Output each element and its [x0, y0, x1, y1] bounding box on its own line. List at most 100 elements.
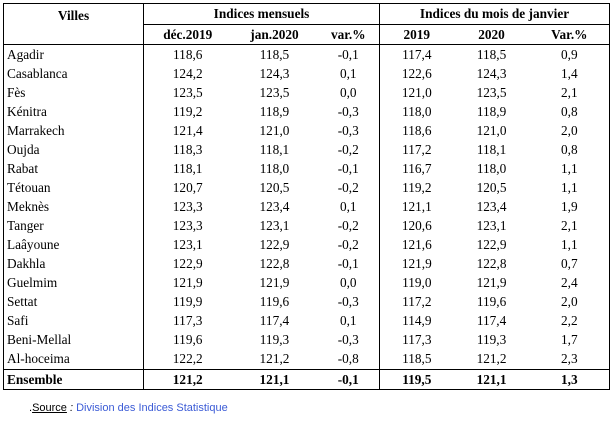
value-cell: 118,1 — [173, 161, 203, 176]
value-cell: 122,9 — [476, 237, 507, 252]
table-row: Guelmim 121,9 121,9 0,0 119,0 121,9 2,4 — [3, 273, 610, 292]
city-name: Fès — [3, 83, 144, 102]
total-value-cell: 121,1 — [231, 369, 318, 390]
value-cell: 123,5 — [259, 85, 290, 100]
table-row: Marrakech 121,4 121,0 -0,3 118,6 121,0 2,0 — [3, 121, 610, 140]
value-cell: 117,4 — [476, 313, 507, 328]
total-label: Ensemble — [3, 369, 144, 390]
value-cell: 121,9 — [401, 256, 432, 271]
table-row: Tétouan 120,7 120,5 -0,2 119,2 120,5 1,1 — [3, 178, 610, 197]
value-cell: 117,2 — [402, 294, 432, 309]
table-row: Fès 123,5 123,5 0,0 121,0 123,5 2,1 — [3, 83, 610, 102]
city-name: Marrakech — [3, 121, 144, 140]
value-cell: 0,7 — [560, 256, 578, 271]
value-cell: 2,0 — [560, 294, 578, 309]
value-cell: 124,3 — [259, 66, 290, 81]
column-header: déc.2019 — [143, 24, 232, 45]
value-cell: -0,2 — [317, 216, 381, 235]
table-row: Agadir 118,6 118,5 -0,1 117,4 118,5 0,9 — [3, 44, 610, 64]
column-header: 2020 — [453, 24, 530, 45]
value-cell: 118,6 — [402, 123, 432, 138]
header-row-groups: Villes Indices mensuels Indices du mois … — [3, 3, 610, 45]
value-cell: -0,8 — [317, 349, 381, 370]
table-row: Meknès 123,3 123,4 0,1 121,1 123,4 1,9 — [3, 197, 610, 216]
value-cell: -0,3 — [317, 292, 381, 311]
value-cell: 121,6 — [401, 237, 432, 252]
table-row: Kénitra 119,2 118,9 -0,3 118,0 118,9 0,8 — [3, 102, 610, 121]
city-name: Tanger — [3, 216, 144, 235]
source-note: .Source : Division des Indices Statistiq… — [29, 402, 228, 414]
value-cell: 121,2 — [476, 351, 507, 366]
value-cell: 120,5 — [259, 180, 290, 195]
value-cell: 0,1 — [317, 64, 381, 83]
value-cell: 114,9 — [402, 313, 432, 328]
value-cell: 123,5 — [172, 85, 203, 100]
value-cell: 121,1 — [401, 199, 432, 214]
total-row: Ensemble 121,2 121,1 -0,1 119,5 121,1 1,3 — [3, 369, 610, 390]
value-cell: 121,9 — [259, 275, 290, 290]
city-name: Tétouan — [3, 178, 144, 197]
city-name: Oujda — [3, 140, 144, 159]
value-cell: 119,3 — [476, 332, 507, 347]
value-cell: 122,9 — [259, 237, 290, 252]
table-row: Safi 117,3 117,4 0,1 114,9 117,4 2,2 — [3, 311, 610, 330]
value-cell: 123,1 — [172, 237, 203, 252]
value-cell: 118,0 — [476, 161, 507, 176]
table-row: Oujda 118,3 118,1 -0,2 117,2 118,1 0,8 — [3, 140, 610, 159]
value-cell: 119,2 — [173, 104, 203, 119]
value-cell: 117,2 — [402, 142, 432, 157]
table-row: Settat 119,9 119,6 -0,3 117,2 119,6 2,0 — [3, 292, 610, 311]
header-villes: Villes — [3, 3, 144, 45]
value-cell: 123,5 — [476, 85, 507, 100]
source-label: Source — [32, 402, 67, 414]
value-cell: -0,1 — [317, 44, 381, 64]
city-name: Guelmim — [3, 273, 144, 292]
value-cell: 120,7 — [172, 180, 203, 195]
value-cell: 118,1 — [259, 142, 290, 157]
value-cell: -0,3 — [317, 330, 381, 349]
value-cell: 123,4 — [476, 199, 507, 214]
header-indices-janvier: Indices du mois de janvier — [379, 3, 610, 25]
value-cell: 122,9 — [172, 256, 203, 271]
total-value-cell: -0,1 — [317, 369, 381, 390]
value-cell: 1,1 — [560, 180, 578, 195]
value-cell: -0,2 — [317, 140, 381, 159]
value-cell: 119,0 — [402, 275, 432, 290]
city-name: Agadir — [3, 44, 144, 64]
table-row: Al-hoceima 122,2 121,2 -0,8 118,5 121,2 2,3 — [3, 349, 610, 370]
value-cell: 1,4 — [560, 66, 578, 81]
value-cell: 121,0 — [476, 123, 507, 138]
value-cell: 118,1 — [476, 142, 507, 157]
source-text: Division des Indices Statistique — [76, 402, 228, 414]
value-cell: 118,9 — [476, 104, 507, 119]
city-name: Laâyoune — [3, 235, 144, 254]
value-cell: 124,2 — [172, 66, 203, 81]
value-cell: 117,4 — [259, 313, 290, 328]
value-cell: 119,6 — [259, 294, 290, 309]
value-cell: 1,1 — [560, 161, 578, 176]
city-name: Meknès — [3, 197, 144, 216]
value-cell: 124,3 — [476, 66, 507, 81]
header-indices-mensuels: Indices mensuels — [143, 3, 381, 25]
table-row: Casablanca 124,2 124,3 0,1 122,6 124,3 1,4 — [3, 64, 610, 83]
value-cell: -0,2 — [317, 235, 381, 254]
value-cell: 120,6 — [401, 218, 432, 233]
value-cell: 1,7 — [560, 332, 578, 347]
value-cell: 123,3 — [172, 199, 203, 214]
total-value-cell: 121,2 — [143, 369, 232, 390]
table-row: Laâyoune 123,1 122,9 -0,2 121,6 122,9 1,1 — [3, 235, 610, 254]
table-row: Dakhla 122,9 122,8 -0,1 121,9 122,8 0,7 — [3, 254, 610, 273]
value-cell: 117,4 — [402, 47, 432, 62]
value-cell: 2,3 — [560, 351, 578, 366]
value-cell: 123,1 — [259, 218, 290, 233]
value-cell: 120,5 — [476, 180, 507, 195]
value-cell: 123,1 — [476, 218, 507, 233]
value-cell: -0,3 — [317, 102, 381, 121]
value-cell: 122,8 — [476, 256, 507, 271]
value-cell: 118,6 — [173, 47, 203, 62]
value-cell: 0,8 — [560, 104, 578, 119]
city-name: Beni-Mellal — [3, 330, 144, 349]
value-cell: 2,4 — [560, 275, 578, 290]
value-cell: 121,9 — [476, 275, 507, 290]
total-value-cell: 119,5 — [379, 369, 454, 390]
